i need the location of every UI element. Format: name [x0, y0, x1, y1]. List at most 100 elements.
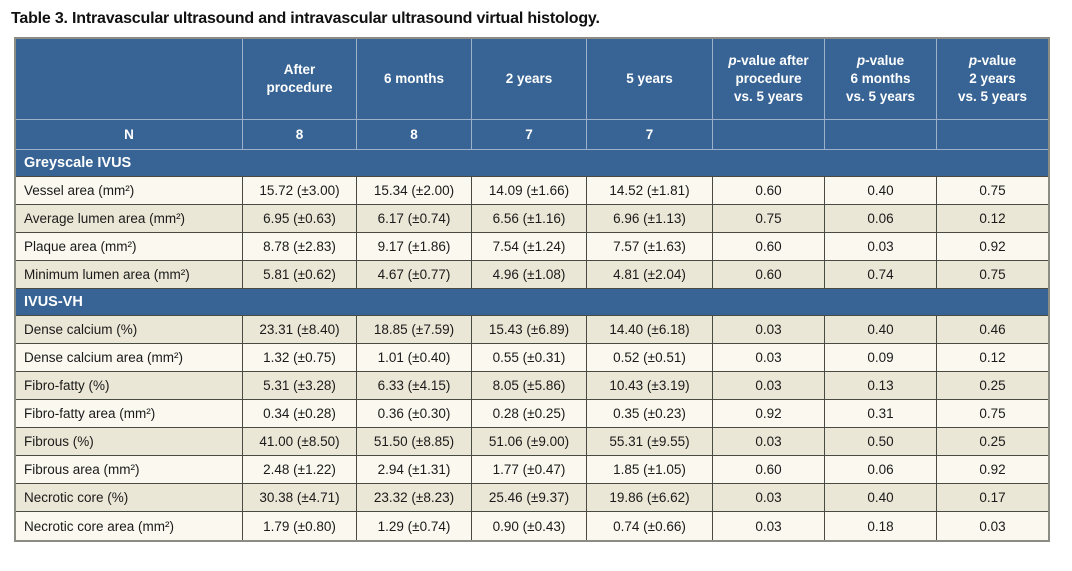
data-cell: 15.72 (±3.00)	[243, 177, 357, 205]
data-cell: 4.96 (±1.08)	[472, 261, 587, 289]
data-cell: 0.92	[937, 456, 1048, 484]
data-cell: 0.03	[713, 372, 825, 400]
data-cell: 7.54 (±1.24)	[472, 233, 587, 261]
data-cell: 0.75	[713, 205, 825, 233]
data-cell: 0.75	[937, 177, 1048, 205]
data-cell: 1.29 (±0.74)	[357, 512, 472, 540]
n-value-cell: 8	[357, 120, 472, 150]
row-label: Necrotic core area (mm²)	[16, 512, 243, 540]
data-cell: 51.50 (±8.85)	[357, 428, 472, 456]
data-cell: 0.03	[713, 344, 825, 372]
data-cell: 0.36 (±0.30)	[357, 400, 472, 428]
data-cell: 0.40	[825, 177, 937, 205]
data-cell: 1.77 (±0.47)	[472, 456, 587, 484]
n-value-cell: 8	[243, 120, 357, 150]
row-label: Plaque area (mm²)	[16, 233, 243, 261]
data-cell: 1.01 (±0.40)	[357, 344, 472, 372]
table-row: Fibrous (%) 41.00 (±8.50) 51.50 (±8.85) 51.…	[16, 428, 1048, 456]
data-cell: 8.78 (±2.83)	[243, 233, 357, 261]
data-cell: 0.25	[937, 428, 1048, 456]
data-cell: 0.03	[713, 428, 825, 456]
data-cell: 0.74	[825, 261, 937, 289]
data-cell: 0.46	[937, 316, 1048, 344]
data-cell: 0.31	[825, 400, 937, 428]
data-cell: 6.56 (±1.16)	[472, 205, 587, 233]
n-value-cell: 7	[587, 120, 713, 150]
data-cell: 6.96 (±1.13)	[587, 205, 713, 233]
data-cell: 0.75	[937, 261, 1048, 289]
row-label: Minimum lumen area (mm²)	[16, 261, 243, 289]
section-title: IVUS-VH	[16, 289, 1048, 316]
row-label: Necrotic core (%)	[16, 484, 243, 512]
data-cell: 0.03	[825, 233, 937, 261]
data-cell: 0.13	[825, 372, 937, 400]
data-cell: 15.43 (±6.89)	[472, 316, 587, 344]
data-cell: 0.50	[825, 428, 937, 456]
table-title: Table 3. Intravascular ultrasound and in…	[11, 10, 600, 27]
data-cell: 23.31 (±8.40)	[243, 316, 357, 344]
data-cell: 0.74 (±0.66)	[587, 512, 713, 540]
data-cell: 14.52 (±1.81)	[587, 177, 713, 205]
row-label: Fibrous area (mm²)	[16, 456, 243, 484]
data-cell: 0.75	[937, 400, 1048, 428]
data-cell: 51.06 (±9.00)	[472, 428, 587, 456]
data-cell: 30.38 (±4.71)	[243, 484, 357, 512]
ivus-table: After procedure 6 months 2 years 5 years p-va…	[14, 37, 1050, 542]
data-cell: 1.32 (±0.75)	[243, 344, 357, 372]
data-cell: 0.60	[713, 261, 825, 289]
data-cell: 8.05 (±5.86)	[472, 372, 587, 400]
data-cell: 2.94 (±1.31)	[357, 456, 472, 484]
table-row: Plaque area (mm²) 8.78 (±2.83) 9.17 (±1.86…	[16, 233, 1048, 261]
data-cell: 55.31 (±9.55)	[587, 428, 713, 456]
data-cell: 25.46 (±9.37)	[472, 484, 587, 512]
table-row: Necrotic core (%) 30.38 (±4.71) 23.32 (±8.…	[16, 484, 1048, 512]
column-header: p-value 2 years vs. 5 years	[937, 39, 1048, 120]
row-label: Fibrous (%)	[16, 428, 243, 456]
column-header: After procedure	[243, 39, 357, 120]
section-header-row: IVUS-VH	[16, 289, 1048, 316]
column-header: 2 years	[472, 39, 587, 120]
row-label: Dense calcium (%)	[16, 316, 243, 344]
data-cell: 10.43 (±3.19)	[587, 372, 713, 400]
data-cell: 14.40 (±6.18)	[587, 316, 713, 344]
row-label: Average lumen area (mm²)	[16, 205, 243, 233]
data-cell: 9.17 (±1.86)	[357, 233, 472, 261]
table-row: Dense calcium (%) 23.31 (±8.40) 18.85 (±7.…	[16, 316, 1048, 344]
column-header: p-value after procedure vs. 5 years	[713, 39, 825, 120]
table-body: N 8 8 7 7 Greyscale IVUS Vessel area (mm²) 15.7…	[16, 120, 1048, 540]
data-cell: 0.06	[825, 456, 937, 484]
data-cell: 0.60	[713, 456, 825, 484]
data-cell: 0.03	[713, 484, 825, 512]
data-cell: 0.92	[713, 400, 825, 428]
n-value-cell	[713, 120, 825, 150]
data-cell: 0.52 (±0.51)	[587, 344, 713, 372]
table-row: Dense calcium area (mm²) 1.32 (±0.75) 1.01…	[16, 344, 1048, 372]
data-cell: 23.32 (±8.23)	[357, 484, 472, 512]
data-cell: 1.79 (±0.80)	[243, 512, 357, 540]
data-cell: 41.00 (±8.50)	[243, 428, 357, 456]
table-row: Fibrous area (mm²) 2.48 (±1.22) 2.94 (±1.3…	[16, 456, 1048, 484]
data-cell: 0.17	[937, 484, 1048, 512]
data-cell: 0.18	[825, 512, 937, 540]
column-header: p-value 6 months vs. 5 years	[825, 39, 937, 120]
data-cell: 1.85 (±1.05)	[587, 456, 713, 484]
table-row: Average lumen area (mm²) 6.95 (±0.63) 6.17…	[16, 205, 1048, 233]
data-cell: 0.60	[713, 233, 825, 261]
data-cell: 0.25	[937, 372, 1048, 400]
row-label: Dense calcium area (mm²)	[16, 344, 243, 372]
data-cell: 7.57 (±1.63)	[587, 233, 713, 261]
data-cell: 15.34 (±2.00)	[357, 177, 472, 205]
data-cell: 2.48 (±1.22)	[243, 456, 357, 484]
row-label: Fibro-fatty area (mm²)	[16, 400, 243, 428]
table-row: Fibro-fatty (%) 5.31 (±3.28) 6.33 (±4.15) 8…	[16, 372, 1048, 400]
data-cell: 18.85 (±7.59)	[357, 316, 472, 344]
section-header-row: Greyscale IVUS	[16, 150, 1048, 177]
data-cell: 6.17 (±0.74)	[357, 205, 472, 233]
table-row: Fibro-fatty area (mm²) 0.34 (±0.28) 0.36 (…	[16, 400, 1048, 428]
data-cell: 14.09 (±1.66)	[472, 177, 587, 205]
n-row-label: N	[16, 120, 243, 150]
table-row: Vessel area (mm²) 15.72 (±3.00) 15.34 (±2.…	[16, 177, 1048, 205]
n-value-cell	[937, 120, 1048, 150]
data-cell: 0.35 (±0.23)	[587, 400, 713, 428]
row-label: Fibro-fatty (%)	[16, 372, 243, 400]
